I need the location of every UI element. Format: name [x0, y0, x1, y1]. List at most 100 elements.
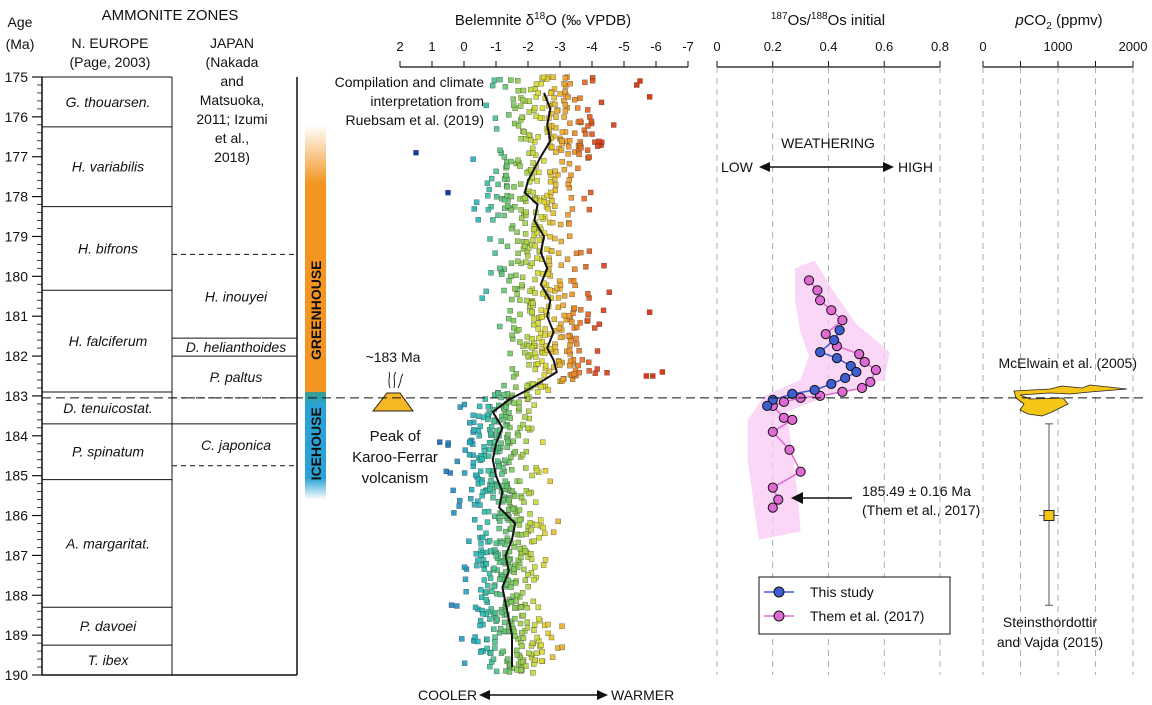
d18o-point	[555, 518, 561, 525]
volcanism-text-3: volcanism	[362, 470, 429, 487]
d18o-point	[553, 114, 559, 120]
d18o-point	[561, 312, 568, 319]
d18o-point	[604, 370, 610, 376]
d18o-point	[553, 349, 559, 355]
d18o-point	[459, 636, 465, 642]
d18o-point	[492, 115, 499, 121]
d18o-point	[510, 506, 516, 512]
d18o-point	[488, 204, 494, 210]
d18o-point	[488, 430, 494, 437]
d18o-point	[472, 517, 478, 523]
d18o-point	[596, 138, 602, 145]
d18o-tick-label: 1	[428, 39, 435, 54]
d18o-point	[552, 235, 558, 242]
d18o-point	[521, 566, 527, 573]
ammonite-zones: AMMONITE ZONES N. EUROPE (Page, 2003) JAP…	[42, 7, 298, 676]
d18o-point	[562, 108, 569, 114]
d18o-point	[530, 670, 536, 676]
d18o-point	[504, 184, 510, 190]
osmium-panel: 187Os/188Os initial 0 0.2 0.4 0.6 0.8 WEATHE…	[713, 11, 980, 675]
d18o-point	[570, 278, 577, 284]
d18o-point	[568, 172, 574, 178]
d18o-point	[504, 444, 510, 451]
d18o-point	[545, 630, 551, 637]
d18o-point	[569, 291, 575, 298]
d18o-point	[589, 131, 595, 137]
d18o-point	[544, 192, 550, 199]
d18o-point	[485, 582, 491, 589]
d18o-point	[530, 160, 536, 166]
d18o-point	[492, 609, 499, 616]
d18o-point	[586, 248, 593, 254]
d18o-point	[497, 265, 503, 272]
europe-zone-label: H. bifrons	[78, 240, 138, 256]
d18o-point	[491, 565, 497, 571]
japan-header-line: and	[220, 73, 243, 89]
d18o-point	[567, 358, 574, 364]
d18o-point	[539, 649, 545, 655]
d18o-point	[445, 440, 451, 446]
this-study-point	[831, 353, 843, 364]
d18o-point	[557, 91, 563, 97]
d18o-point	[534, 255, 540, 261]
d18o-point	[516, 399, 522, 405]
d18o-point	[557, 334, 564, 341]
d18o-point	[517, 297, 523, 303]
d18o-point	[552, 168, 558, 174]
d18o-point	[566, 347, 573, 354]
d18o-point	[489, 82, 496, 89]
d18o-point	[532, 366, 539, 373]
d18o-point	[588, 189, 594, 196]
d18o-point	[533, 81, 540, 87]
d18o-point	[508, 599, 515, 605]
d18o-point	[536, 534, 542, 541]
d18o-point	[582, 131, 589, 137]
d18o-point	[505, 656, 511, 662]
mcelwain-pco2-range	[1013, 384, 1128, 417]
legend-them-label: Them et al. (2017)	[810, 608, 924, 624]
d18o-point	[539, 105, 546, 111]
d18o-point	[542, 557, 549, 563]
d18o-point	[498, 440, 504, 446]
d18o-point	[561, 166, 568, 173]
japan-header-line: et al.,	[215, 130, 249, 146]
d18o-point	[473, 472, 479, 478]
d18o-point	[506, 506, 512, 513]
d18o-point	[571, 305, 578, 311]
d18o-point	[538, 307, 545, 313]
d18o-point	[517, 163, 523, 169]
them-2017-point	[870, 364, 882, 376]
d18o-point	[451, 510, 457, 516]
d18o-point	[454, 458, 460, 465]
d18o-point	[582, 79, 588, 86]
d18o-point	[457, 497, 463, 504]
d18o-point	[585, 317, 591, 323]
d18o-tick-label: -7	[682, 39, 694, 54]
osmium-tick-label: 0.8	[931, 39, 949, 54]
d18o-point	[584, 147, 591, 153]
d18o-point	[506, 669, 513, 675]
d18o-point	[497, 147, 503, 153]
d18o-point	[522, 548, 529, 554]
age-tick-label: 179	[5, 228, 29, 244]
this-study-point	[851, 366, 862, 378]
pco2-panel: pCO2 (ppmv) 0 1000 2000 McElwain et al. (2…	[979, 12, 1147, 675]
d18o-point	[534, 270, 541, 276]
steinsthordottir-point	[1043, 510, 1055, 522]
climate-bar: GREENHOUSE ICEHOUSE	[305, 124, 326, 500]
d18o-point	[504, 203, 511, 209]
weathering-arrow-right-icon	[883, 162, 894, 172]
d18o-point	[551, 316, 558, 323]
d18o-point	[567, 120, 573, 126]
d18o-point	[585, 311, 591, 317]
d18o-point	[507, 308, 513, 314]
d18o-point	[565, 144, 572, 150]
d18o-point	[552, 187, 558, 194]
d18o-point	[513, 384, 519, 390]
d18o-point	[549, 144, 555, 150]
d18o-point	[528, 527, 535, 533]
d18o-point	[555, 250, 562, 256]
d18o-point	[575, 362, 581, 369]
d18o-point	[524, 170, 530, 176]
them-2017-points	[767, 275, 882, 513]
